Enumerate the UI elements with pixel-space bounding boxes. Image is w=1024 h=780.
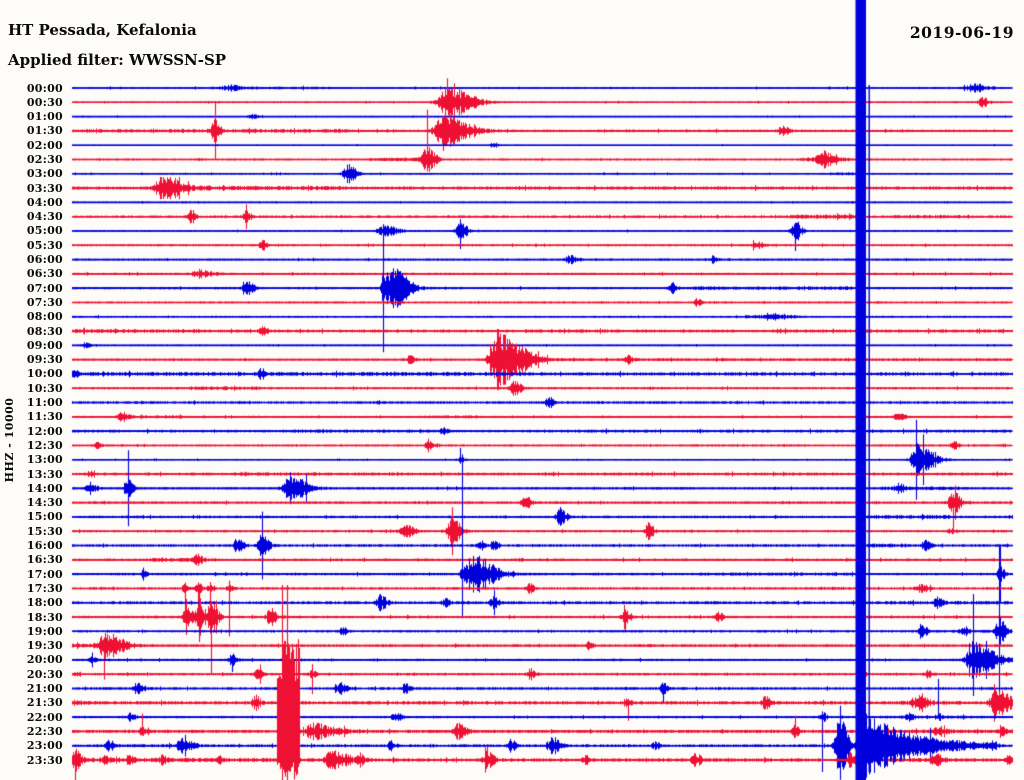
date-label: 2019-06-19 bbox=[909, 23, 1014, 42]
time-label: 23:00 bbox=[26, 739, 63, 753]
time-label: 22:30 bbox=[26, 724, 63, 738]
time-label: 02:30 bbox=[26, 152, 63, 166]
time-label: 13:00 bbox=[26, 453, 63, 467]
time-label: 20:30 bbox=[26, 667, 63, 681]
time-label: 16:00 bbox=[26, 539, 63, 553]
time-label: 08:30 bbox=[26, 324, 63, 338]
time-label: 05:30 bbox=[26, 238, 63, 252]
time-label: 17:00 bbox=[26, 567, 63, 581]
time-label: 03:30 bbox=[26, 181, 63, 195]
time-label: 08:00 bbox=[26, 310, 63, 324]
time-label: 19:30 bbox=[26, 639, 63, 653]
time-label: 15:30 bbox=[26, 524, 63, 538]
time-label: 23:30 bbox=[26, 753, 63, 767]
time-label: 09:00 bbox=[26, 338, 63, 352]
time-label: 11:00 bbox=[26, 396, 63, 410]
time-label: 12:00 bbox=[26, 424, 63, 438]
time-label: 02:00 bbox=[26, 138, 63, 152]
time-label: 09:30 bbox=[26, 353, 63, 367]
time-label: 18:00 bbox=[26, 596, 63, 610]
time-label: 06:30 bbox=[26, 267, 63, 281]
time-label: 05:00 bbox=[26, 224, 63, 238]
time-label: 14:00 bbox=[26, 481, 63, 495]
time-label: 13:30 bbox=[26, 467, 63, 481]
time-label: 00:30 bbox=[26, 95, 63, 109]
station-title: HT Pessada, Kefalonia bbox=[8, 21, 197, 39]
time-label: 21:30 bbox=[26, 696, 63, 710]
time-label: 04:00 bbox=[26, 195, 63, 209]
filter-label: Applied filter: WWSSN-SP bbox=[8, 51, 227, 69]
time-label: 15:00 bbox=[26, 510, 63, 524]
time-label: 14:30 bbox=[26, 496, 63, 510]
time-label: 04:30 bbox=[26, 210, 63, 224]
time-label: 11:30 bbox=[26, 410, 63, 424]
time-label: 12:30 bbox=[26, 438, 63, 452]
time-label: 07:30 bbox=[26, 295, 63, 309]
time-axis-labels: 00:00 00:30 01:00 01:30 02:00 02:30 03:00 03:30… bbox=[0, 0, 64, 780]
time-label: 18:30 bbox=[26, 610, 63, 624]
time-label: 00:00 bbox=[26, 81, 63, 95]
time-label: 01:30 bbox=[26, 124, 63, 138]
time-label: 16:30 bbox=[26, 553, 63, 567]
time-label: 10:00 bbox=[26, 367, 63, 381]
time-label: 19:00 bbox=[26, 624, 63, 638]
time-label: 06:00 bbox=[26, 253, 63, 267]
time-label: 03:00 bbox=[26, 167, 63, 181]
time-label: 17:30 bbox=[26, 581, 63, 595]
time-label: 10:30 bbox=[26, 381, 63, 395]
time-label: 21:00 bbox=[26, 682, 63, 696]
time-label: 22:00 bbox=[26, 710, 63, 724]
time-label: 20:00 bbox=[26, 653, 63, 667]
time-label: 07:00 bbox=[26, 281, 63, 295]
time-label: 01:00 bbox=[26, 110, 63, 124]
